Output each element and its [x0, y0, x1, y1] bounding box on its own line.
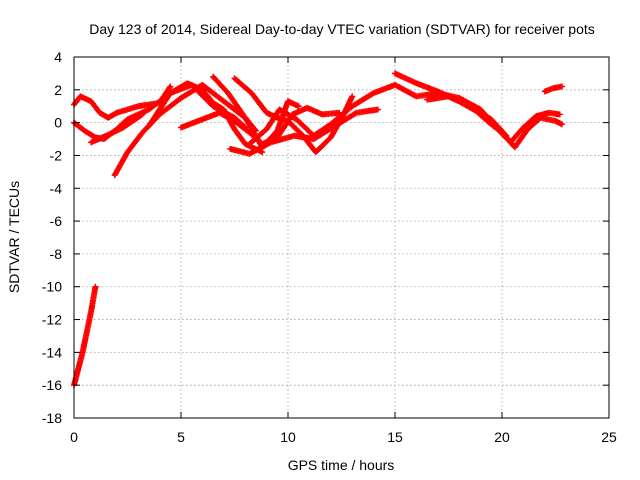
x-tick-label: 10: [280, 429, 296, 445]
y-tick-label: -14: [42, 344, 62, 360]
axis-ticks-layer: 0 5 10 15 20 25 -18 -16 -14 -12 -10 -8 -6 -4 -2 0 2 4: [42, 49, 617, 445]
plot-frame: [73, 56, 610, 419]
y-tick-label: -18: [42, 410, 62, 426]
data-point: [92, 283, 99, 290]
series-trace-10: [227, 106, 381, 157]
series-trace-1: [71, 283, 99, 389]
x-tick-label: 15: [387, 429, 403, 445]
data-point: [295, 103, 302, 110]
data-point: [349, 93, 356, 100]
chart-title: Day 123 of 2014, Sidereal Day-to-day VTE…: [89, 21, 595, 37]
series-trace-4: [88, 111, 146, 146]
y-tick-label: -2: [50, 147, 63, 163]
y-tick-label: -6: [50, 213, 63, 229]
grid-layer: [74, 57, 609, 418]
y-tick-label: 4: [54, 49, 62, 65]
y-tick-label: -10: [42, 279, 62, 295]
data-point: [558, 121, 565, 128]
data-point: [374, 106, 381, 113]
data-point: [139, 111, 146, 118]
y-tick-label: 0: [54, 115, 62, 131]
y-axis-label: SDTVAR / TECUs: [6, 181, 22, 293]
x-axis-label: GPS time / hours: [288, 457, 395, 473]
x-tick-label: 0: [70, 429, 78, 445]
y-tick-label: -16: [42, 377, 62, 393]
series-trace-14: [541, 83, 565, 95]
series-trace-6: [145, 80, 266, 156]
y-tick-label: -12: [42, 312, 62, 328]
x-tick-label: 20: [494, 429, 510, 445]
series-trace-13: [424, 93, 510, 139]
y-tick-label: -4: [50, 180, 63, 196]
y-tick-label: 2: [54, 82, 62, 98]
data-point: [558, 83, 565, 90]
data-point: [502, 131, 509, 138]
x-tick-label: 5: [177, 429, 185, 445]
data-point: [556, 111, 563, 118]
x-tick-label: 25: [601, 429, 617, 445]
y-tick-label: -8: [50, 246, 63, 262]
data-point: [503, 132, 510, 139]
data-point: [167, 83, 174, 90]
data-points-layer: [71, 70, 565, 389]
